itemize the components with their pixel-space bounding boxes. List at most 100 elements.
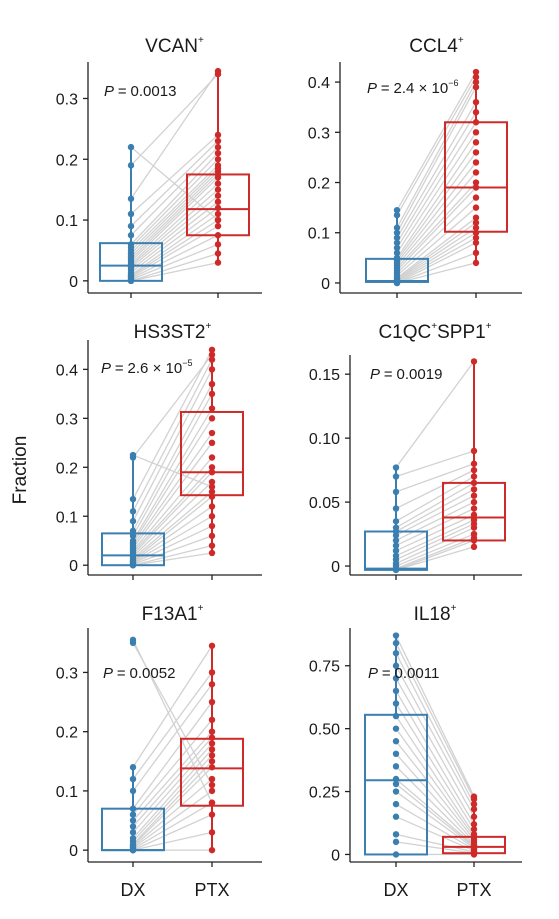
point-dx <box>392 813 400 820</box>
p-value-exponent: −6 <box>448 78 458 88</box>
pair-line <box>132 354 213 458</box>
point-ptx <box>214 250 222 257</box>
pair-line <box>132 749 213 839</box>
panel-title-name: IL18 <box>414 604 451 625</box>
p-value-mantissa: 2.6 × 10 <box>128 360 183 377</box>
point-ptx <box>470 805 478 813</box>
point-ptx <box>214 204 222 212</box>
y-tick-label: 0.2 <box>308 176 330 193</box>
pair-line <box>132 802 213 850</box>
chart-panel-5: 0 0.1 0.2 0.3 DX PTX F13A1+ P = 0.0052 <box>56 603 262 900</box>
p-value-prefix: P = <box>367 80 394 97</box>
point-dx <box>127 162 135 169</box>
y-tick-label: 0 <box>331 559 340 576</box>
point-dx <box>392 518 400 525</box>
panel-title: HS3ST2+ <box>134 321 212 343</box>
point-ptx <box>208 464 216 471</box>
point-ptx <box>470 813 478 820</box>
pair-line <box>395 488 475 533</box>
point-dx <box>393 206 401 214</box>
pair-line <box>130 70 219 200</box>
pair-line <box>395 635 475 797</box>
p-value-mantissa: 0.0013 <box>131 83 177 100</box>
pair-line <box>395 665 475 810</box>
point-dx <box>392 775 400 783</box>
pair-line <box>395 703 475 830</box>
point-ptx <box>214 137 222 145</box>
pair-line <box>396 217 477 279</box>
point-ptx <box>214 232 222 239</box>
point-ptx <box>472 194 480 201</box>
point-ptx <box>208 513 216 520</box>
point-ptx <box>472 129 480 136</box>
pair-line <box>132 639 213 804</box>
y-tick-label: 0 <box>69 274 78 291</box>
y-tick-label: 0.3 <box>308 125 330 142</box>
point-dx <box>392 750 400 758</box>
point-dx <box>393 239 401 246</box>
point-ptx <box>470 466 478 474</box>
point-ptx <box>208 493 216 500</box>
y-tick-label: 0.4 <box>308 75 330 92</box>
point-dx <box>392 552 400 560</box>
point-dx <box>392 488 400 496</box>
y-tick-label: 0.3 <box>56 411 78 428</box>
point-ptx <box>214 156 222 163</box>
panel-title-superscript-2: + <box>486 321 492 332</box>
pair-line <box>130 252 219 282</box>
pair-line <box>396 86 477 234</box>
pair-line <box>396 111 477 244</box>
point-ptx <box>208 728 216 735</box>
point-ptx <box>470 821 478 828</box>
pair-line <box>132 544 213 566</box>
point-ptx <box>208 405 216 412</box>
y-tick-label: 0.2 <box>56 460 78 477</box>
pair-line <box>395 791 475 849</box>
point-ptx <box>472 259 480 267</box>
pair-line <box>395 514 475 552</box>
point-dx <box>392 838 400 846</box>
point-dx <box>392 800 400 808</box>
pair-line <box>395 533 475 567</box>
pair-line <box>132 471 213 555</box>
panel-title: CCL4+ <box>409 35 464 57</box>
point-ptx <box>208 488 216 495</box>
point-dx <box>393 249 401 257</box>
point-ptx <box>214 180 222 187</box>
pair-line <box>395 469 475 510</box>
point-ptx <box>208 366 216 373</box>
point-ptx <box>208 669 216 676</box>
point-ptx <box>214 222 222 230</box>
pair-line <box>132 525 213 564</box>
point-dx <box>129 823 137 830</box>
y-tick-label: 0.2 <box>56 152 78 169</box>
pair-line <box>130 207 219 273</box>
point-dx <box>392 524 400 531</box>
panel-title-superscript: + <box>198 603 204 614</box>
pair-line <box>132 672 213 780</box>
panel-title: IL18+ <box>414 603 457 625</box>
pair-line <box>396 71 477 211</box>
p-value: P = 0.0013 <box>104 83 176 100</box>
point-dx <box>127 222 135 230</box>
point-dx <box>392 763 400 770</box>
point-ptx <box>472 159 480 166</box>
pair-line <box>132 737 213 827</box>
y-tick-label: 0.05 <box>309 495 340 512</box>
panel-title-superscript: + <box>205 321 211 332</box>
y-tick-label: 0.1 <box>308 226 330 243</box>
pair-line <box>396 187 477 271</box>
pair-line <box>132 496 213 561</box>
p-value-prefix: P = <box>104 83 131 100</box>
point-ptx <box>470 800 478 808</box>
p-value-prefix: P = <box>101 360 128 377</box>
point-ptx <box>472 98 480 106</box>
pair-line <box>132 831 213 851</box>
point-dx <box>127 143 135 151</box>
y-tick-label: 0 <box>331 847 340 864</box>
pair-line <box>130 243 219 281</box>
p-value-prefix: P = <box>368 665 395 682</box>
y-tick-label: 0.1 <box>56 509 78 526</box>
pair-line <box>395 778 475 847</box>
point-ptx <box>214 131 222 139</box>
